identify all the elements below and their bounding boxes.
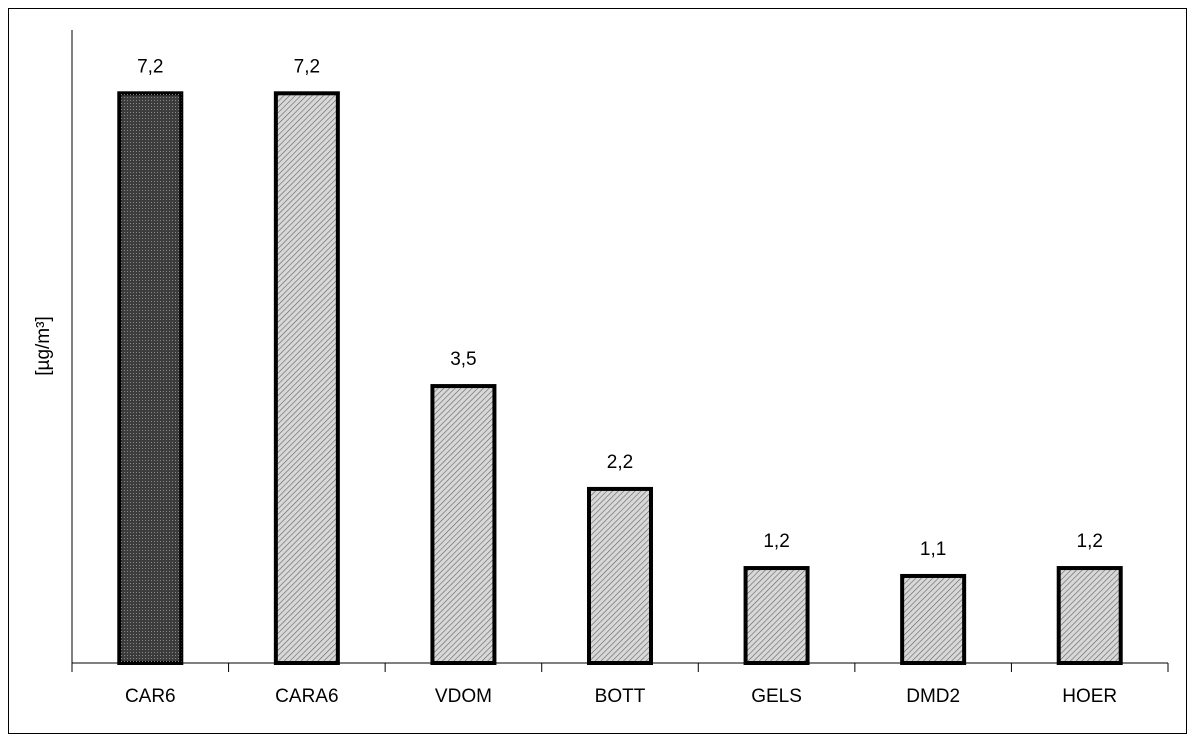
- x-tick-label: DMD2: [906, 686, 960, 707]
- bar: [743, 566, 810, 665]
- x-tick-label: HOER: [1062, 686, 1117, 707]
- bar: [273, 91, 340, 666]
- value-label: 1,2: [763, 531, 789, 552]
- bar: [430, 384, 497, 665]
- bar: [900, 573, 967, 666]
- value-label: 7,2: [137, 56, 163, 77]
- y-axis-label: [µg/m³]: [33, 316, 54, 376]
- bar: [587, 486, 653, 665]
- x-tick-label: BOTT: [595, 686, 646, 707]
- value-label: 1,1: [920, 539, 946, 560]
- frame: [8, 8, 1187, 734]
- bar: [1056, 566, 1123, 665]
- value-label: 7,2: [294, 56, 320, 77]
- bar: [117, 91, 184, 666]
- value-label: 1,2: [1077, 531, 1103, 552]
- x-tick-label: VDOM: [435, 686, 492, 707]
- x-tick-label: GELS: [751, 686, 802, 707]
- x-tick-label: CARA6: [275, 686, 338, 707]
- value-label: 3,5: [450, 349, 476, 370]
- value-label: 2,2: [607, 452, 633, 473]
- x-tick-label: CAR6: [125, 686, 176, 707]
